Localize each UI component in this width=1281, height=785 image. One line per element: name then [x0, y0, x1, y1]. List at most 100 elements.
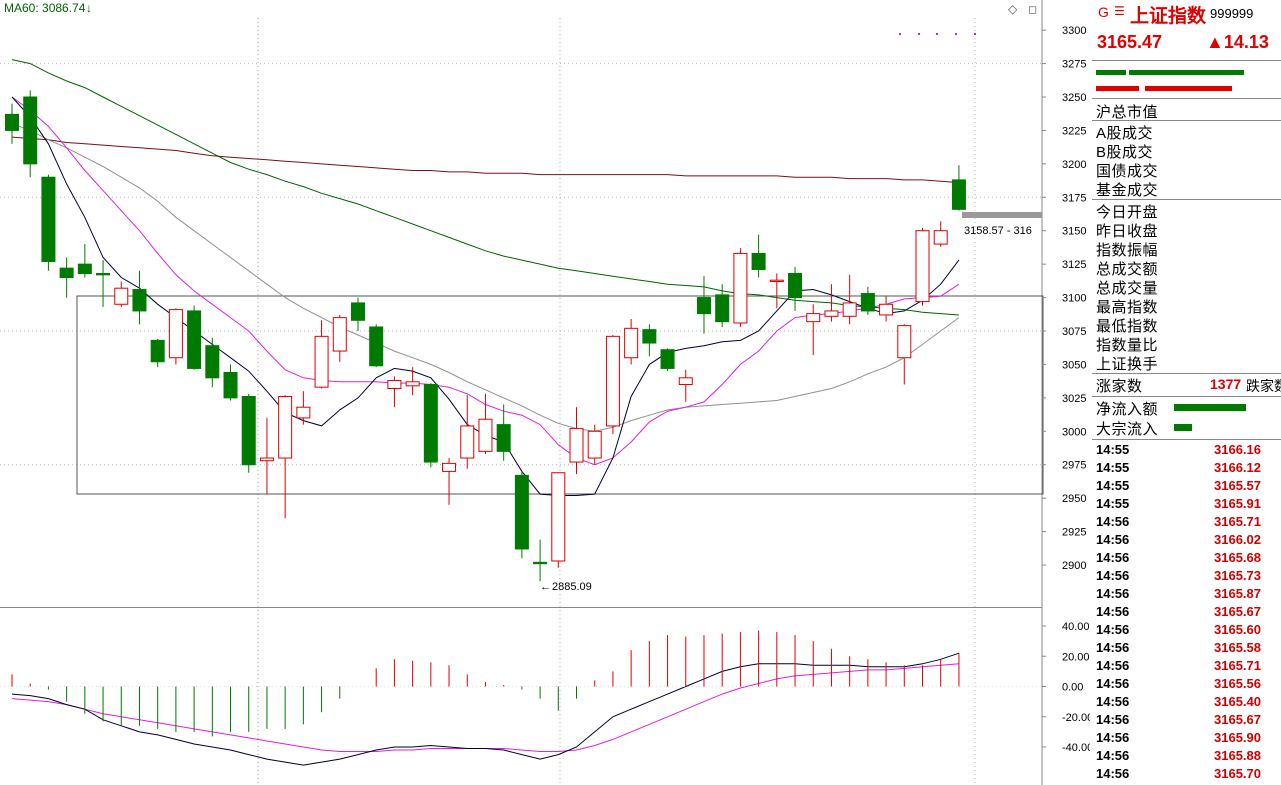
candle — [132, 270, 147, 325]
net-inflow-bar — [1174, 404, 1246, 411]
candlesticks — [5, 90, 966, 582]
candle-body — [350, 302, 365, 321]
tick-price: 3166.02 — [1214, 532, 1261, 547]
marker-dot — [936, 33, 938, 35]
candle-body — [442, 462, 457, 472]
block-inflow-bar — [1174, 424, 1192, 431]
candle — [569, 407, 584, 475]
g-badge[interactable]: G — [1098, 4, 1109, 20]
candle-body — [915, 230, 930, 303]
candle-body — [296, 406, 311, 419]
menu-icon[interactable]: ☰ — [1114, 4, 1125, 18]
low-index-label: 最低指数 — [1096, 318, 1159, 335]
candle — [933, 221, 948, 247]
tick-price: 3165.68 — [1214, 550, 1261, 565]
turnover-label: 总成交额 — [1096, 261, 1159, 278]
tick-time: 14:56 — [1096, 550, 1130, 565]
candle — [587, 424, 602, 465]
tick-price: 3165.40 — [1214, 694, 1261, 709]
candle-body — [5, 113, 19, 131]
marker-dot — [955, 33, 957, 35]
tick-time: 14:56 — [1096, 658, 1130, 673]
candle — [842, 274, 857, 325]
sell-bar-b — [1145, 86, 1232, 91]
candle-body — [715, 294, 730, 323]
open-label: 今日开盘 — [1096, 204, 1159, 221]
candle — [114, 281, 129, 307]
up-count-value: 1377 — [1210, 376, 1242, 392]
tick-row: 14:56 3165.73 — [1096, 568, 1281, 586]
tick-time: 14:55 — [1096, 442, 1130, 457]
market-value-label: 沪总市值 — [1096, 104, 1159, 121]
tick-price: 3165.71 — [1214, 514, 1261, 529]
candle-body — [860, 293, 875, 312]
candle — [223, 364, 238, 401]
candle-body — [569, 428, 584, 463]
candle — [788, 266, 803, 311]
y-tick-label: 3300 — [1062, 25, 1086, 37]
tick-row: 14:56 3165.40 — [1096, 694, 1281, 712]
candle-body — [387, 379, 402, 389]
candle-body — [879, 303, 894, 316]
y-tick-label: 2950 — [1062, 493, 1086, 505]
candle — [715, 284, 730, 327]
candle-body — [460, 425, 475, 459]
candle-body — [369, 326, 384, 367]
ma60-label: MA60: 3086.74 — [4, 1, 86, 15]
candle — [350, 297, 365, 331]
candle-body — [114, 287, 129, 305]
candle-body — [587, 430, 602, 459]
candle — [624, 318, 639, 365]
candle-body — [751, 252, 766, 270]
tick-row: 14:56 3165.67 — [1096, 604, 1281, 622]
down-count-label: 跌家数 — [1246, 378, 1281, 394]
index-change: ▲14.13 — [1206, 32, 1269, 52]
tick-time: 14:56 — [1096, 694, 1130, 709]
candle-body — [678, 377, 693, 385]
candle — [96, 260, 111, 307]
tick-time: 14:56 — [1096, 568, 1130, 583]
candle — [150, 339, 165, 368]
candle — [533, 539, 548, 582]
price-axis: 3300 3275 3250 3225 3200 3175 3150 3125 3100 3075… — [1042, 25, 1086, 572]
fund-label: 基金成交 — [1096, 182, 1159, 199]
candle — [387, 376, 402, 408]
a-share-label: A股成交 — [1096, 125, 1154, 142]
candle-body — [41, 176, 56, 262]
tick-time: 14:56 — [1096, 712, 1130, 727]
tick-time: 14:55 — [1096, 460, 1130, 475]
candle — [369, 324, 384, 368]
diamond-icon[interactable]: ◇ — [1008, 2, 1018, 16]
candle — [442, 458, 457, 505]
window-control-icon[interactable]: ◻ — [1028, 4, 1037, 16]
candle-body — [423, 383, 438, 463]
candle — [478, 393, 493, 455]
tick-price: 3165.67 — [1214, 712, 1261, 727]
candle — [332, 314, 347, 362]
macd-dea-line — [11, 663, 959, 752]
candle-body — [769, 279, 784, 283]
tick-time: 14:56 — [1096, 730, 1130, 745]
candle-body — [551, 472, 566, 562]
candle — [897, 324, 912, 385]
candle — [951, 165, 966, 211]
candle-body — [77, 263, 92, 275]
candle — [41, 174, 56, 271]
block-inflow-label: 大宗流入 — [1096, 421, 1159, 438]
macd-tick-label: -20.00 — [1062, 712, 1090, 724]
low-label: 2885.09 — [552, 581, 592, 593]
candle — [23, 90, 38, 178]
volume-ratio-label: 指数量比 — [1096, 337, 1159, 354]
candle — [733, 248, 748, 327]
tick-price: 3165.58 — [1214, 640, 1261, 655]
candle-body — [533, 561, 548, 565]
tick-price: 3166.12 — [1214, 460, 1261, 475]
y-tick-label: 3250 — [1062, 92, 1086, 104]
candle-body — [514, 474, 529, 550]
candle-body — [806, 313, 821, 323]
macd-tick-label: 40.00 — [1062, 621, 1090, 633]
candle — [59, 257, 74, 298]
tick-price: 3165.56 — [1214, 676, 1261, 691]
y-tick-label: 2975 — [1062, 460, 1086, 472]
